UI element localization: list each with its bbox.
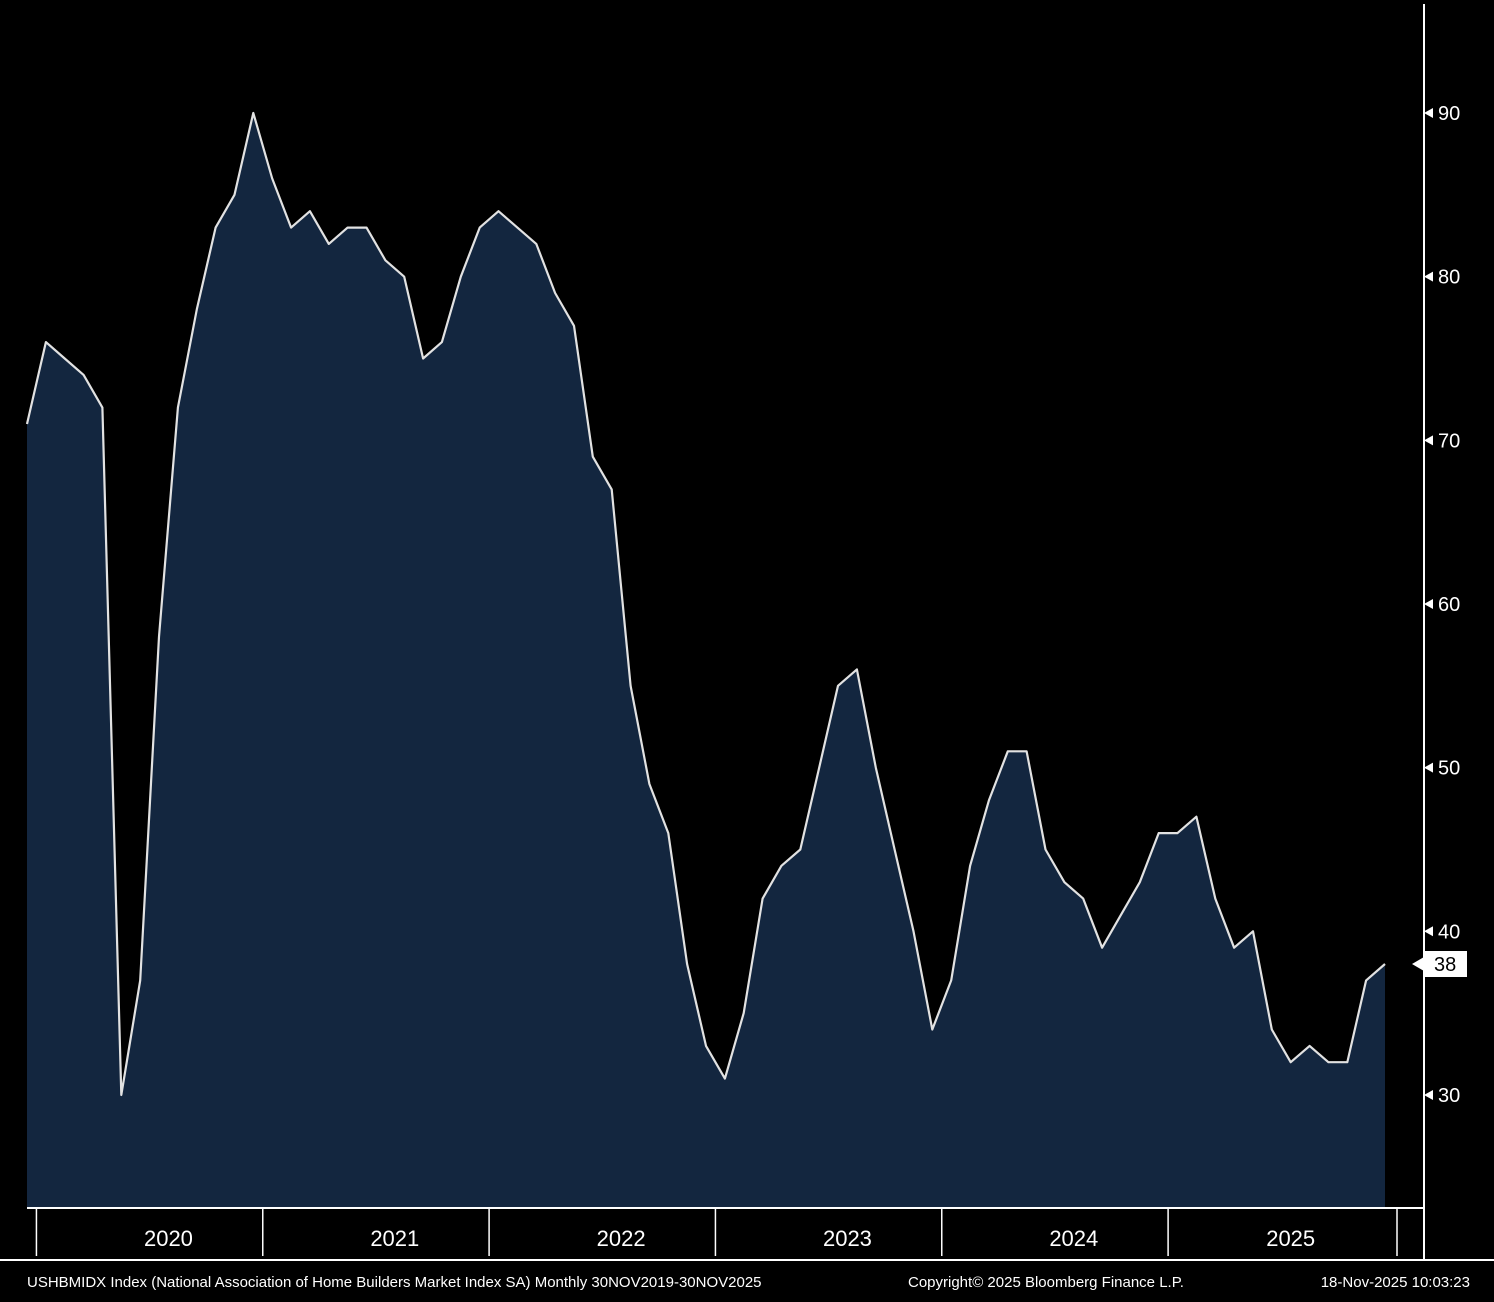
y-tick-label: 60 — [1438, 594, 1460, 616]
y-tick-arrow-icon — [1424, 926, 1433, 937]
y-tick-label: 40 — [1438, 921, 1460, 943]
area-fill — [27, 113, 1385, 1208]
y-tick-label: 30 — [1438, 1085, 1460, 1107]
y-tick-arrow-icon — [1424, 108, 1433, 118]
price-line — [25, 111, 1386, 1097]
x-tick-label: 2022 — [597, 1226, 646, 1251]
footer-timestamp: 18-Nov-2025 10:03:23 — [1320, 1274, 1470, 1291]
footer-bar: USHBMIDX Index (National Association of … — [0, 1262, 1494, 1302]
x-tick-label: 2025 — [1266, 1226, 1315, 1251]
y-tick-label: 90 — [1438, 103, 1460, 125]
y-tick-label: 80 — [1438, 267, 1460, 289]
y-tick-label: 50 — [1438, 758, 1460, 780]
area-chart-svg[interactable]: 30 40 50 60 70 80 90 38 2020 2021 2022 2023 2024 2025 — [0, 0, 1494, 1262]
footer-security-description: USHBMIDX Index (National Association of … — [27, 1274, 762, 1291]
x-tick-label: 2023 — [823, 1226, 872, 1251]
x-tick-label: 2021 — [370, 1226, 419, 1251]
y-tick-arrow-icon — [1424, 435, 1433, 446]
last-price-flag — [1412, 951, 1467, 978]
y-tick-arrow-icon — [1424, 271, 1433, 282]
x-tick-label: 2020 — [144, 1226, 193, 1251]
y-tick-label: 70 — [1438, 430, 1460, 452]
y-tick-arrow-icon — [1424, 1089, 1433, 1100]
y-tick-arrow-icon — [1424, 598, 1433, 609]
x-tick-label: 2024 — [1049, 1226, 1098, 1251]
y-tick-arrow-icon — [1424, 762, 1433, 773]
footer-copyright: Copyright© 2025 Bloomberg Finance L.P. — [908, 1274, 1184, 1291]
last-price-label: 38 — [1434, 954, 1456, 976]
